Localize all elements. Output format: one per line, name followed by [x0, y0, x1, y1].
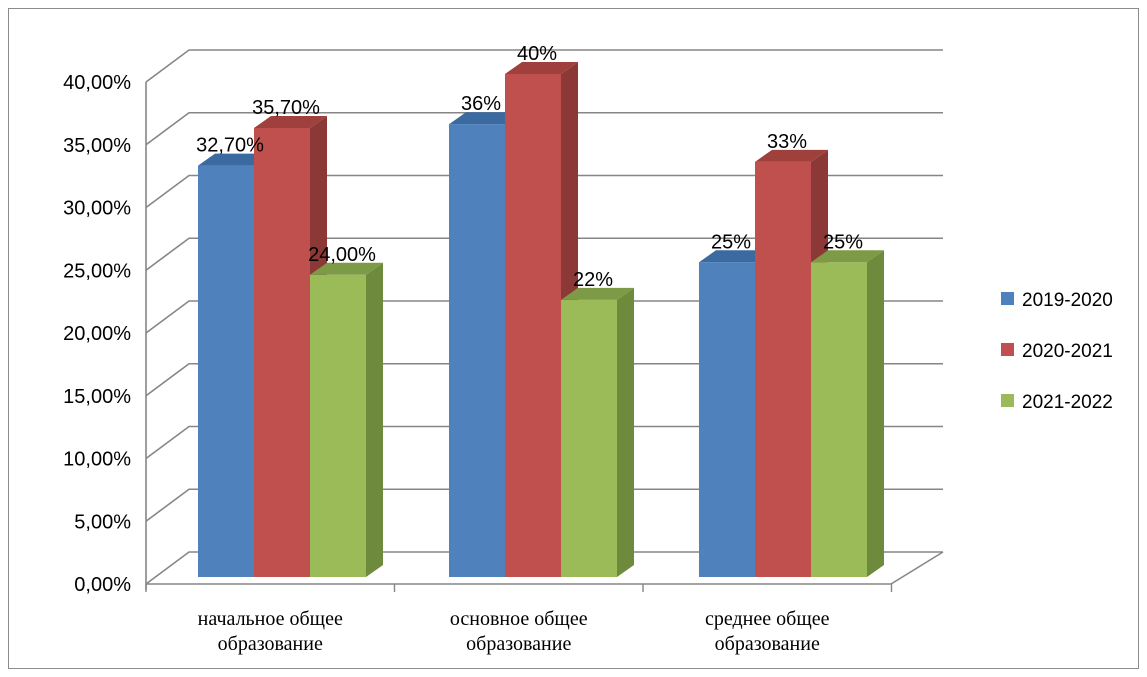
bar: [699, 262, 755, 577]
y-tick-label: 0,00%: [74, 574, 131, 596]
bar-side: [867, 250, 884, 577]
bar-chart: 0,00% 5,00% 10,00% 15,00% 20,00% 25,00% 30,00%…: [63, 43, 1113, 655]
data-label: 40%: [517, 43, 557, 65]
chart-frame: 0,00% 5,00% 10,00% 15,00% 20,00% 25,00% 30,00%…: [8, 8, 1139, 669]
gridline: [145, 174, 943, 209]
data-label: 32,70%: [196, 135, 264, 157]
legend-swatch: [1001, 394, 1014, 407]
bar-top: [699, 250, 772, 263]
gridline: [145, 111, 943, 146]
bar-side: [366, 262, 383, 577]
data-label: 24,00%: [308, 244, 376, 266]
bar-top: [561, 287, 634, 300]
bar-top: [449, 112, 522, 125]
y-tick-label: 40,00%: [63, 72, 131, 94]
bar: [254, 127, 310, 577]
bar-top: [505, 62, 578, 74]
gridline: [145, 49, 943, 83]
bar-top: [310, 262, 383, 275]
y-tick-label: 20,00%: [63, 323, 131, 345]
y-tick-label: 15,00%: [63, 386, 131, 408]
data-label: 35,70%: [252, 97, 320, 119]
bar-top: [198, 153, 271, 166]
y-tick-label: 25,00%: [63, 260, 131, 282]
bar-top: [254, 115, 327, 128]
data-label: 33%: [767, 131, 807, 153]
y-tick-label: 10,00%: [63, 449, 131, 471]
bar: [310, 274, 366, 577]
gridline: [145, 488, 943, 522]
legend-label: 2019-2020: [1022, 290, 1113, 311]
gridline: [145, 551, 943, 585]
x-category-label: образование: [715, 633, 820, 655]
x-category-label: образование: [218, 633, 323, 655]
x-category-label: среднее общее: [705, 608, 830, 630]
bar-top: [811, 250, 884, 263]
gridline: [145, 300, 943, 334]
x-category-label: образование: [466, 633, 571, 655]
gridline: [145, 237, 943, 271]
data-label: 22%: [573, 269, 613, 291]
gridline: [145, 362, 943, 397]
y-tick-label: 30,00%: [63, 198, 131, 220]
bar-top: [755, 149, 828, 162]
gridline: [145, 425, 943, 460]
data-label: 36%: [461, 93, 501, 115]
bar: [449, 124, 505, 577]
y-tick-label: 35,00%: [63, 135, 131, 157]
legend-label: 2020-2021: [1022, 341, 1113, 362]
bar-side: [617, 287, 634, 577]
bar: [198, 165, 254, 578]
x-category-label: начальное общее: [198, 608, 343, 630]
y-tick-label: 5,00%: [74, 511, 131, 533]
legend-label: 2021-2022: [1022, 392, 1113, 413]
bar: [561, 299, 617, 577]
data-label: 25%: [823, 231, 863, 253]
x-category-label: основное общее: [450, 608, 588, 630]
bar: [811, 262, 867, 577]
bar: [755, 161, 811, 577]
legend-swatch: [1001, 343, 1014, 356]
bar: [505, 74, 561, 577]
data-label: 25%: [711, 231, 751, 253]
legend-swatch: [1001, 292, 1014, 305]
